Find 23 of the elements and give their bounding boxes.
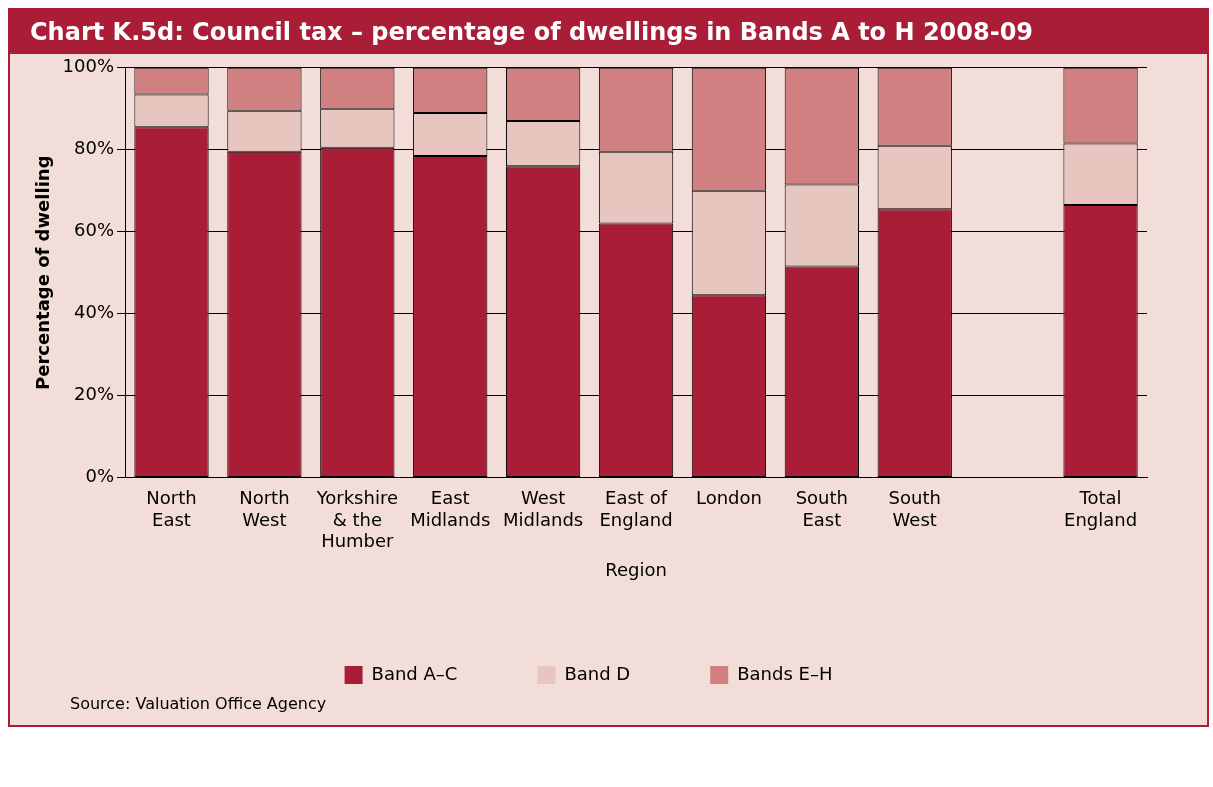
source-note: Source: Valuation Office Agency (69, 694, 328, 715)
y-tick-label: 100% (62, 55, 115, 77)
x-tick-label: West Midlands (503, 487, 584, 530)
x-tick-label: East Midlands (410, 487, 491, 530)
y-tick-label: 20% (74, 383, 115, 405)
x-tick-label: Yorkshire & the Humber (315, 487, 398, 552)
x-tick-label: North East (146, 487, 197, 530)
x-axis-title: Region (605, 558, 667, 580)
x-tick-label: London (695, 487, 762, 509)
chart-title: Chart K.5d: Council tax – percentage of dwellings in Bands A to H 2008-09 (10, 10, 1207, 54)
x-tick-label: Total England (1064, 487, 1138, 530)
x-tick-label: South West (888, 487, 941, 530)
y-tick-label: 60% (74, 219, 115, 241)
y-tick-label: 80% (74, 137, 115, 159)
x-tick-label: East of England (599, 487, 673, 530)
x-tick-label: North West (239, 487, 290, 530)
y-axis-title: Percentage of dwelling (32, 155, 54, 390)
legend-label: Band D (564, 662, 631, 684)
legend-label: Band A–C (371, 662, 458, 684)
legend-label: Bands E–H (737, 662, 833, 684)
y-tick-label: 40% (74, 301, 115, 323)
x-tick-label: South East (795, 487, 848, 530)
y-tick-label: 0% (85, 465, 115, 487)
